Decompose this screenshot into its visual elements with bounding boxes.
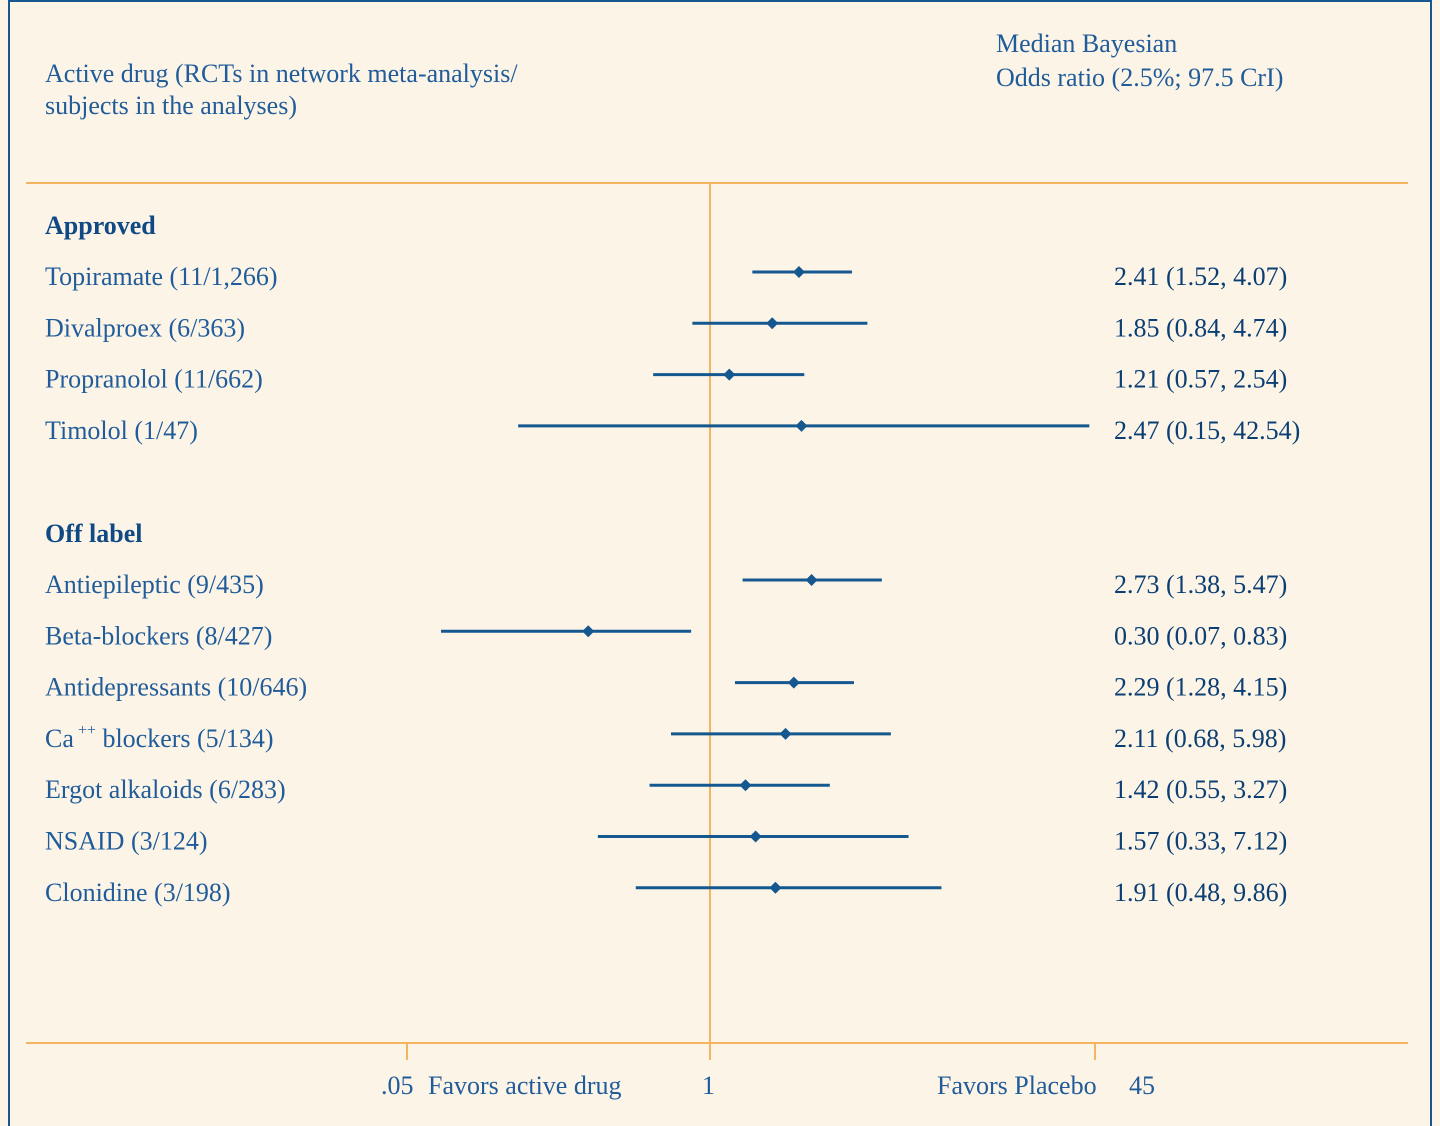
row-label: Topiramate (11/1,266) bbox=[45, 262, 278, 291]
point-estimate bbox=[787, 676, 800, 689]
header-right-line1: Median Bayesian bbox=[996, 29, 1177, 58]
row-label: Beta-blockers (8/427) bbox=[45, 621, 272, 650]
x-tick-label: 45 bbox=[1129, 1071, 1155, 1100]
row-label: Clonidine (3/198) bbox=[45, 878, 231, 907]
header-left-line1: Active drug (RCTs in network meta-analys… bbox=[45, 59, 518, 88]
x-caption-left: Favors active drug bbox=[428, 1071, 622, 1100]
x-tick-label: 1 bbox=[702, 1071, 715, 1100]
row-value: 2.73 (1.38, 5.47) bbox=[1114, 570, 1287, 599]
row-label: NSAID (3/124) bbox=[45, 827, 208, 856]
row-value: 1.57 (0.33, 7.12) bbox=[1114, 827, 1287, 856]
row-value: 2.29 (1.28, 4.15) bbox=[1114, 673, 1287, 702]
point-estimate bbox=[795, 419, 808, 432]
x-caption-right: Favors Placebo bbox=[937, 1071, 1097, 1100]
header-right-line2: Odds ratio (2.5%; 97.5 CrI) bbox=[996, 63, 1283, 92]
row-value: 2.11 (0.68, 5.98) bbox=[1114, 724, 1286, 753]
point-estimate bbox=[805, 574, 818, 586]
row-value: 2.47 (0.15, 42.54) bbox=[1114, 416, 1300, 445]
figure-frame bbox=[8, 0, 1432, 1126]
point-estimate bbox=[739, 779, 752, 792]
row-value: 1.42 (0.55, 3.27) bbox=[1114, 775, 1287, 804]
row-label: Ergot alkaloids (6/283) bbox=[45, 775, 286, 804]
group-heading: Approved bbox=[45, 211, 156, 240]
row-value: 1.91 (0.48, 9.86) bbox=[1114, 878, 1287, 907]
group-heading: Off label bbox=[45, 519, 143, 548]
row-label: Ca ++ blockers (5/134) bbox=[45, 722, 274, 753]
row-label: Propranolol (11/662) bbox=[45, 365, 263, 394]
row-value: 0.30 (0.07, 0.83) bbox=[1114, 621, 1287, 650]
point-estimate bbox=[792, 266, 805, 278]
row-label: Antiepileptic (9/435) bbox=[45, 570, 264, 599]
point-estimate bbox=[582, 625, 595, 638]
point-estimate bbox=[769, 881, 782, 894]
row-value: 1.21 (0.57, 2.54) bbox=[1114, 365, 1287, 394]
header-left-line2: subjects in the analyses) bbox=[45, 91, 297, 120]
point-estimate bbox=[766, 317, 779, 330]
point-estimate bbox=[749, 830, 762, 843]
row-value: 1.85 (0.84, 4.74) bbox=[1114, 313, 1287, 342]
point-estimate bbox=[779, 727, 792, 740]
row-value: 2.41 (1.52, 4.07) bbox=[1114, 262, 1287, 291]
row-label: Timolol (1/47) bbox=[45, 416, 198, 445]
point-estimate bbox=[723, 368, 736, 381]
row-label: Antidepressants (10/646) bbox=[45, 673, 307, 702]
x-tick-label: .05 bbox=[381, 1071, 414, 1100]
row-label: Divalproex (6/363) bbox=[45, 313, 245, 342]
